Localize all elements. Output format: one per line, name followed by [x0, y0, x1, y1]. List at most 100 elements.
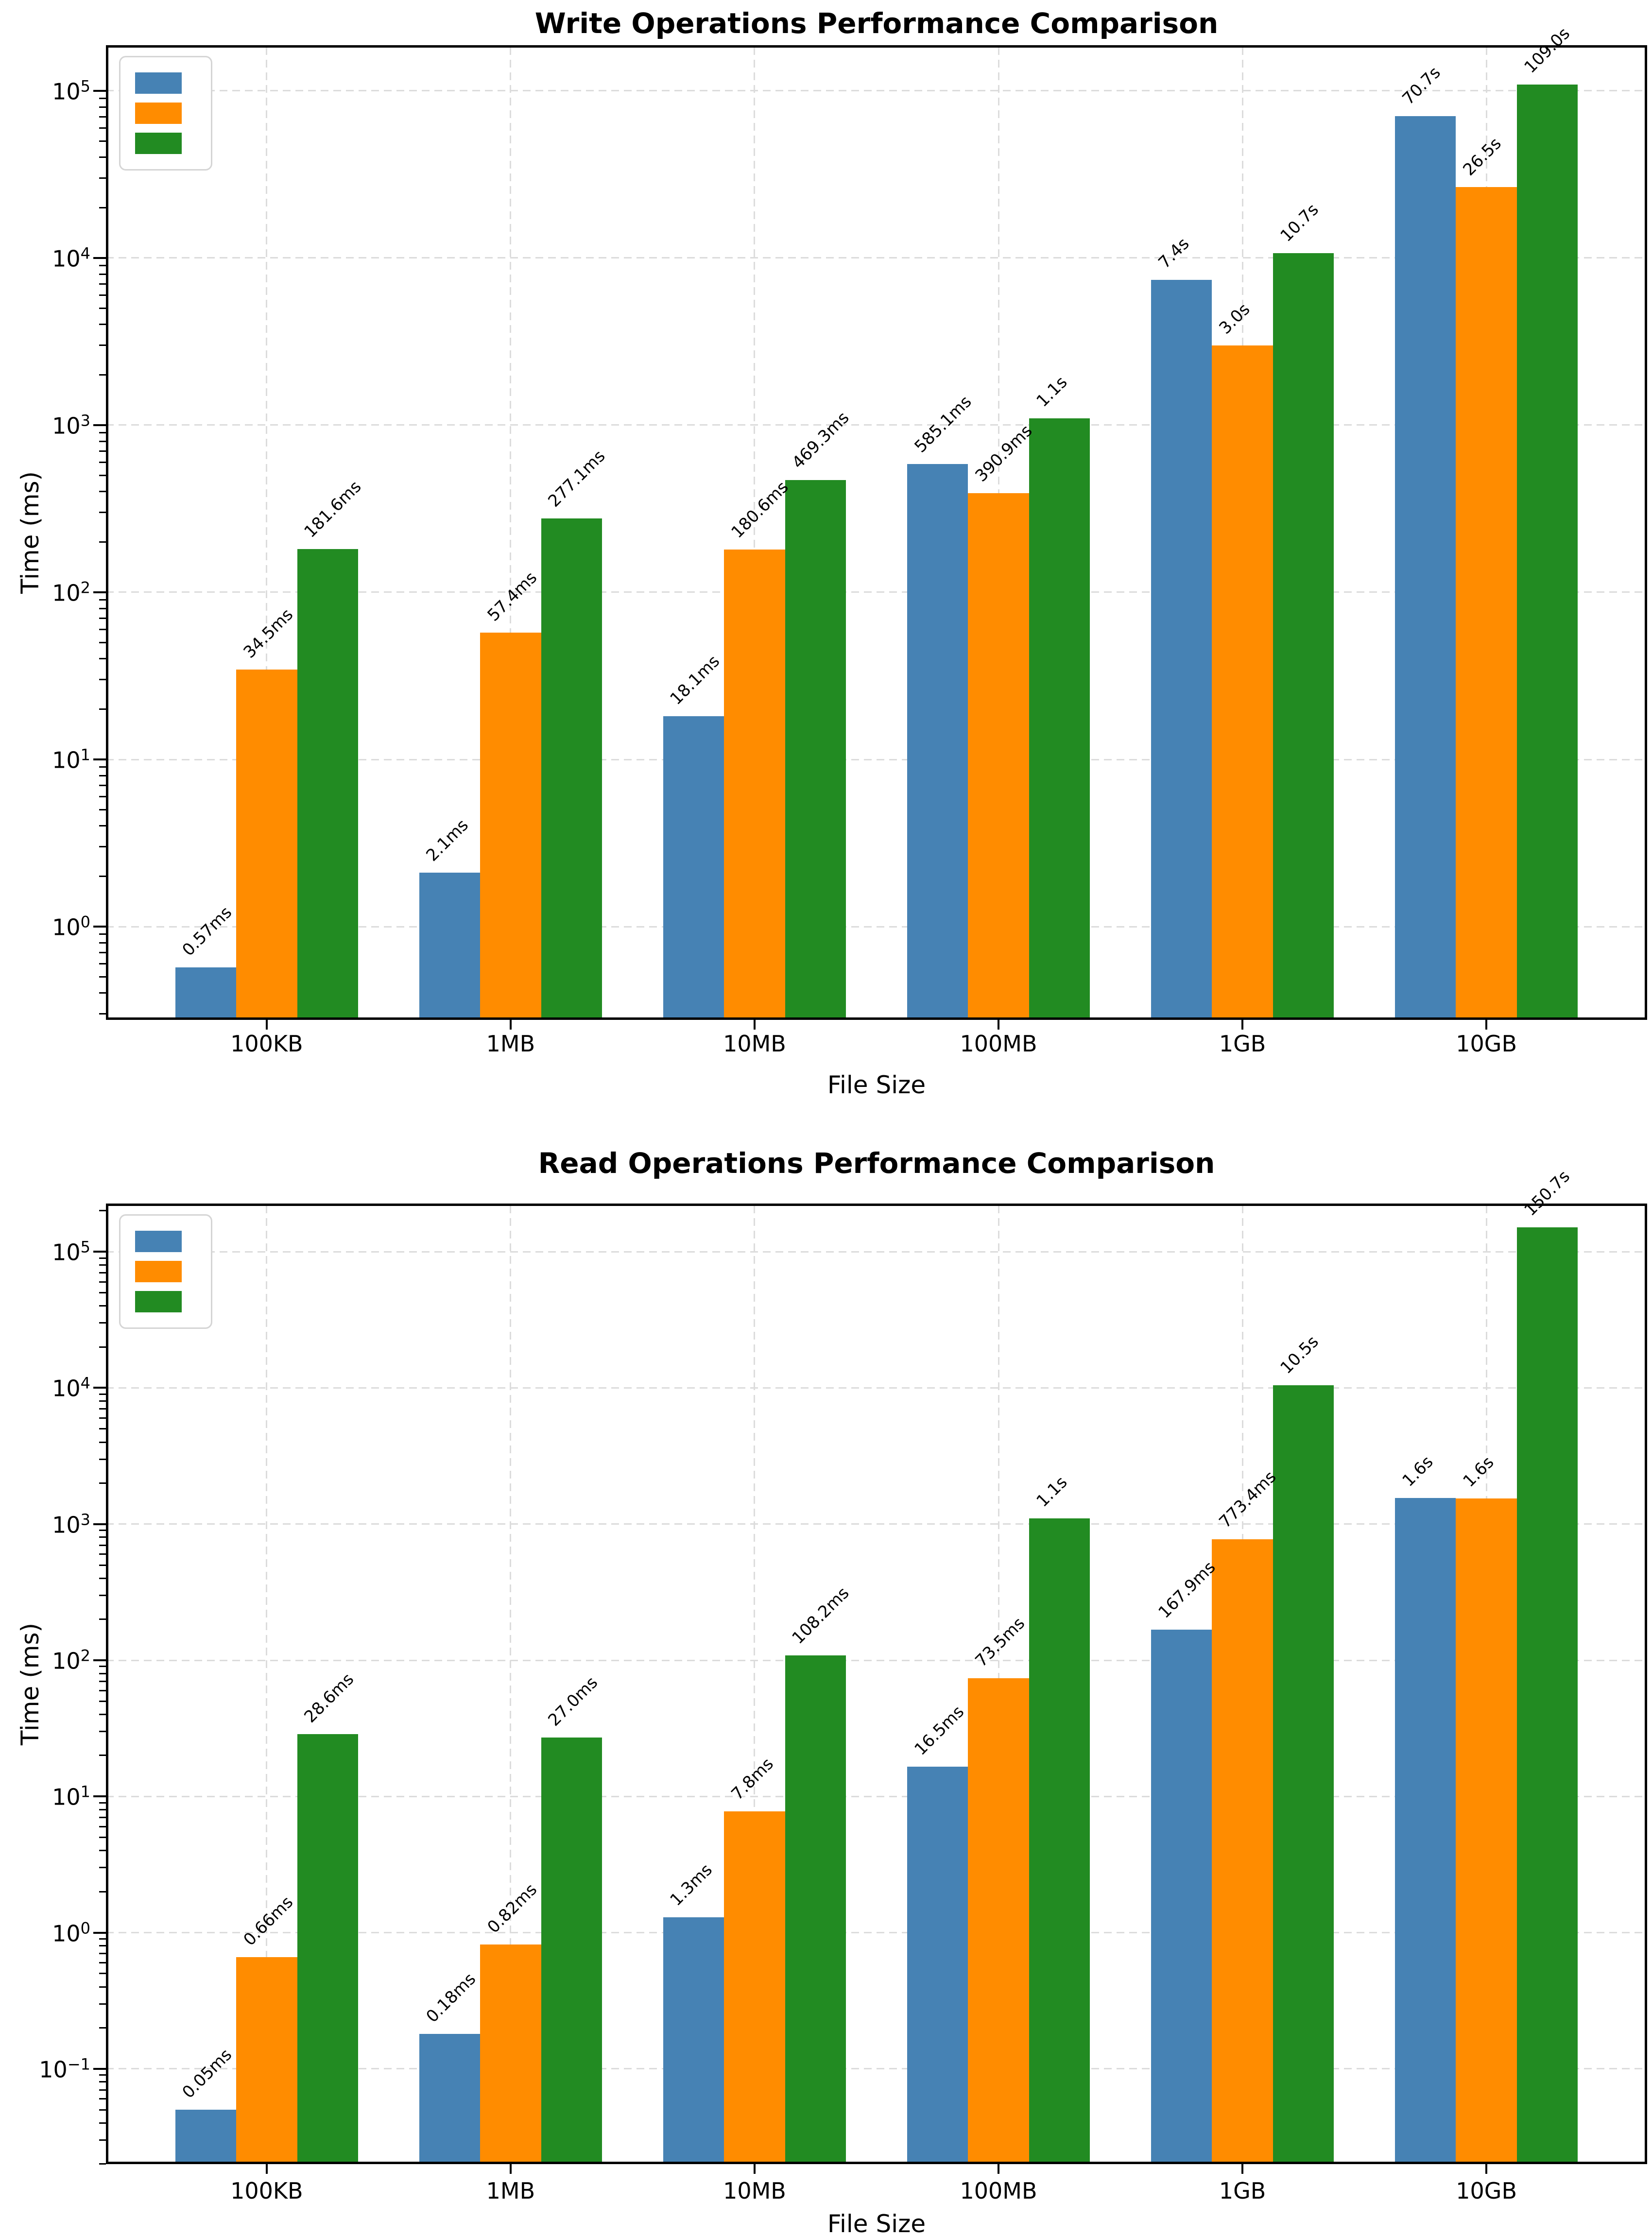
y-minor-tick	[99, 98, 106, 100]
y-minor-tick	[99, 273, 106, 275]
y-minor-tick	[99, 809, 106, 811]
y-minor-tick	[99, 774, 106, 776]
bar-value-label-write-efs-1gb: 3.0s	[1215, 299, 1254, 338]
y-major-tick	[93, 424, 106, 426]
x-tick-label: 10MB	[723, 1031, 786, 1057]
y-tick-label: 102	[52, 578, 90, 606]
bar-write-s3-10gb	[1516, 85, 1578, 1020]
x-tick	[509, 1020, 512, 1030]
y-minor-tick	[99, 1482, 106, 1484]
legend-item	[135, 68, 196, 98]
v-gridline	[266, 1205, 268, 2162]
x-tick	[753, 1020, 756, 1030]
bar-write-efs-1gb	[1212, 345, 1273, 1020]
bar-write-s3-100kb	[297, 549, 359, 1020]
bar-read-local-ebs-10mb	[663, 1917, 724, 2164]
v-gridline	[510, 47, 512, 1018]
bar-write-s3-10mb	[785, 480, 846, 1020]
bar-value-label-write-s3-100mb: 1.1s	[1032, 372, 1071, 411]
bar-value-label-write-s3-1mb: 277.1ms	[544, 446, 609, 511]
y-minor-tick	[99, 1755, 106, 1756]
y-minor-tick	[99, 475, 106, 477]
y-minor-tick	[99, 642, 106, 644]
y-minor-tick	[99, 1680, 106, 1682]
y-minor-tick	[99, 607, 106, 609]
y-minor-tick	[99, 766, 106, 768]
y-minor-tick	[99, 2074, 106, 2076]
y-tick-label: 104	[52, 1374, 90, 1402]
y-minor-tick	[99, 1013, 106, 1015]
y-major-tick	[93, 926, 106, 928]
write-chart-title: Write Operations Performance Comparison	[534, 7, 1219, 40]
legend-swatch-local-ebs	[135, 1231, 182, 1252]
bar-write-efs-10mb	[724, 549, 785, 1020]
legend-item	[135, 1226, 196, 1256]
bar-value-label-read-s3-1gb: 10.5s	[1276, 1331, 1323, 1378]
y-minor-tick	[99, 628, 106, 630]
y-minor-tick	[99, 1281, 106, 1283]
x-tick	[998, 1020, 1000, 1030]
bar-write-efs-10gb	[1456, 187, 1517, 1020]
y-minor-tick	[99, 617, 106, 619]
y-major-tick	[93, 89, 106, 92]
h-gridline	[106, 257, 1647, 259]
h-gridline	[106, 1932, 1647, 1934]
bar-value-label-read-local-ebs-100kb: 0.05ms	[178, 2045, 236, 2102]
y-minor-tick	[99, 294, 106, 296]
y-tick-label: 102	[52, 1646, 90, 1674]
bar-value-label-write-efs-100kb: 34.5ms	[240, 604, 297, 662]
x-tick	[1241, 2164, 1244, 2174]
y-minor-tick	[99, 1257, 106, 1259]
y-minor-tick	[99, 344, 106, 346]
y-minor-tick	[99, 1945, 106, 1947]
y-minor-tick	[99, 708, 106, 710]
y-tick-label: 10−1	[39, 2055, 90, 2083]
y-minor-tick	[99, 308, 106, 309]
y-minor-tick	[99, 265, 106, 267]
y-tick-label: 105	[52, 77, 90, 105]
y-minor-tick	[99, 541, 106, 543]
y-minor-tick	[99, 1689, 106, 1691]
y-minor-tick	[99, 1408, 106, 1410]
x-tick-label: 1MB	[486, 2178, 535, 2204]
bar-read-s3-100mb	[1029, 1518, 1090, 2164]
y-minor-tick	[99, 1544, 106, 1546]
bar-value-label-write-local-ebs-100kb: 0.57ms	[178, 902, 236, 960]
bar-value-label-write-s3-1gb: 10.7s	[1276, 200, 1323, 246]
y-minor-tick	[99, 116, 106, 118]
y-minor-tick	[99, 784, 106, 786]
legend-swatch-efs	[135, 1261, 182, 1282]
y-tick-label: 105	[52, 1238, 90, 1266]
y-minor-tick	[99, 1850, 106, 1852]
bar-read-efs-10mb	[724, 1811, 785, 2164]
bar-value-label-read-s3-1mb: 27.0ms	[544, 1673, 602, 1731]
legend-item	[135, 98, 196, 128]
y-minor-tick	[99, 2003, 106, 2005]
bar-value-label-write-s3-100kb: 181.6ms	[300, 477, 365, 542]
y-major-tick	[93, 1387, 106, 1389]
y-minor-tick	[99, 1808, 106, 1810]
bar-value-label-read-efs-100kb: 0.66ms	[240, 1893, 297, 1950]
y-tick-label: 103	[52, 1510, 90, 1538]
x-tick-label: 10GB	[1456, 2178, 1517, 2204]
bar-value-label-read-s3-100mb: 1.1s	[1032, 1472, 1071, 1511]
legend-swatch-efs	[135, 103, 182, 124]
bar-read-local-ebs-10gb	[1394, 1497, 1456, 2164]
bar-read-local-ebs-1mb	[419, 2034, 481, 2164]
y-major-tick	[93, 1659, 106, 1661]
bar-read-s3-10mb	[785, 1655, 846, 2164]
y-minor-tick	[99, 2098, 106, 2100]
read-y-axis-label: Time (ms)	[16, 1622, 44, 1746]
h-gridline	[106, 424, 1647, 426]
bar-value-label-write-efs-10gb: 26.5s	[1459, 134, 1505, 180]
legend-item	[135, 1287, 196, 1317]
bar-value-label-read-efs-1mb: 0.82ms	[483, 1879, 541, 1937]
y-minor-tick	[99, 1891, 106, 1893]
y-minor-tick	[99, 450, 106, 452]
y-minor-tick	[99, 156, 106, 158]
x-tick-label: 10MB	[723, 2178, 786, 2204]
y-minor-tick	[99, 1400, 106, 1402]
read-legend	[119, 1214, 212, 1329]
y-minor-tick	[99, 491, 106, 493]
x-tick	[1485, 1020, 1488, 1030]
